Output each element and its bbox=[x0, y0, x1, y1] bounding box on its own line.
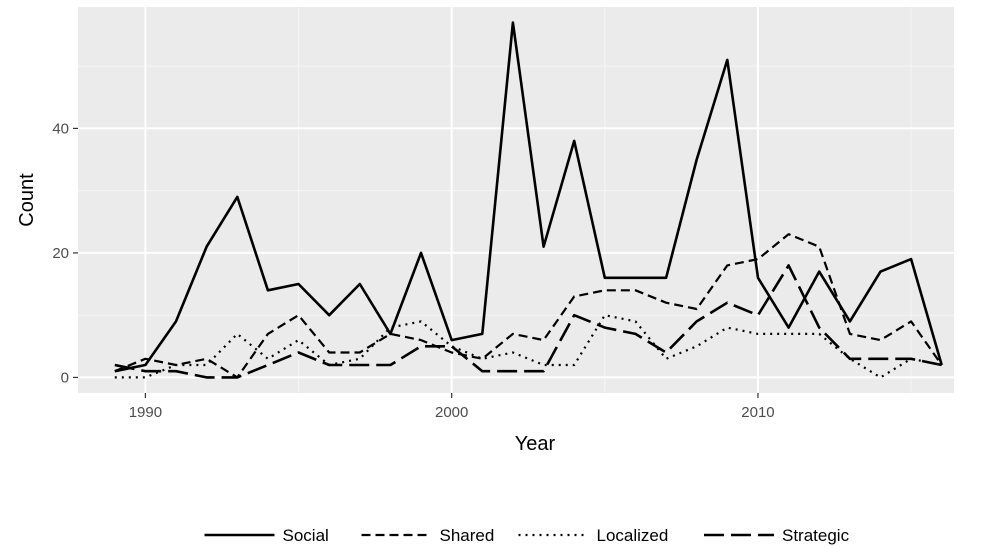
axis-ticks bbox=[73, 127, 759, 398]
legend-label-localized: Localized bbox=[597, 526, 669, 545]
y-tick-label: 20 bbox=[52, 245, 69, 262]
y-tick-label: 0 bbox=[61, 369, 69, 386]
legend-label-shared: Shared bbox=[440, 526, 495, 545]
x-axis-title: Year bbox=[515, 433, 556, 455]
x-tick-label: 1990 bbox=[129, 404, 162, 421]
x-tick-label: 2000 bbox=[435, 404, 468, 421]
series-line-shared bbox=[114, 233, 943, 379]
y-tick-label: 40 bbox=[52, 120, 69, 137]
x-tick-label: 2010 bbox=[741, 404, 774, 421]
legend-label-social: Social bbox=[283, 526, 329, 545]
legend: Social Shared Localized Strategic bbox=[204, 526, 850, 545]
series-line-social bbox=[114, 21, 943, 373]
plot-panel bbox=[78, 7, 954, 393]
series-lines bbox=[114, 21, 943, 379]
y-axis-tick-labels: 0 20 40 bbox=[52, 120, 69, 386]
minor-gridlines bbox=[78, 7, 954, 393]
series-line-strategic bbox=[114, 264, 942, 379]
legend-label-strategic: Strategic bbox=[782, 526, 850, 545]
y-axis-title: Count bbox=[16, 173, 38, 227]
x-axis-tick-labels: 1990 2000 2010 bbox=[129, 404, 775, 421]
